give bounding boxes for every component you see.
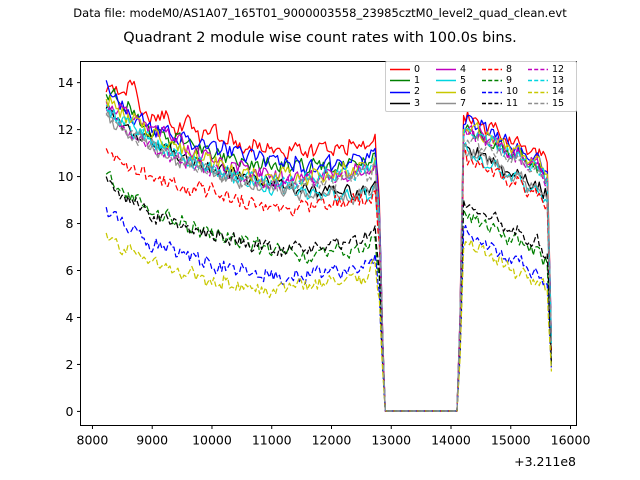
x-tick-label: 16000 [551, 433, 591, 448]
legend-line-icon [389, 99, 411, 108]
legend-label: 11 [506, 97, 519, 109]
legend-item[interactable]: 7 [435, 98, 481, 109]
x-tick-label: 12000 [312, 433, 352, 448]
legend-label: 4 [460, 63, 467, 75]
legend-item[interactable]: 8 [481, 64, 527, 75]
data-series-line [105, 171, 553, 412]
axes-frame [80, 61, 577, 426]
legend-label: 10 [506, 86, 519, 98]
legend-label: 6 [460, 86, 467, 98]
legend-item[interactable]: 1 [389, 75, 435, 86]
legend-item[interactable]: 6 [435, 87, 481, 98]
legend-line-icon [389, 76, 411, 85]
legend-line-icon [527, 99, 549, 108]
data-series-line [105, 79, 553, 412]
data-series-line [105, 108, 553, 412]
legend-line-icon [435, 88, 457, 97]
legend-label: 3 [414, 97, 421, 109]
x-tick-labels: 8000 9000 10000 11000 12000 13000 14000 15000 16… [77, 433, 591, 448]
legend-line-icon [435, 76, 457, 85]
y-tick-label: 10 [58, 169, 74, 184]
data-series-line [105, 109, 553, 412]
data-series-line [105, 176, 553, 412]
legend-line-icon [435, 99, 457, 108]
legend-label: 13 [552, 75, 565, 87]
legend-label: 0 [414, 63, 421, 75]
data-series-group [105, 79, 553, 412]
legend-item[interactable]: 0 [389, 64, 435, 75]
legend-item[interactable]: 11 [481, 98, 527, 109]
legend-line-icon [481, 88, 503, 97]
legend-label: 9 [506, 75, 513, 87]
x-tick-marks [91, 425, 572, 429]
y-tick-label: 2 [66, 357, 74, 372]
legend-line-icon [527, 65, 549, 74]
data-series-line [105, 148, 553, 412]
legend-line-icon [481, 65, 503, 74]
legend-label: 7 [460, 97, 467, 109]
y-tick-label: 8 [66, 216, 74, 231]
data-series-line [105, 80, 553, 412]
legend-item[interactable]: 2 [389, 87, 435, 98]
legend-line-icon [435, 65, 457, 74]
legend-item[interactable]: 5 [435, 75, 481, 86]
legend-line-icon [527, 88, 549, 97]
legend-label: 14 [552, 86, 565, 98]
x-tick-label: 11000 [252, 433, 292, 448]
x-tick-label: 10000 [192, 433, 232, 448]
y-tick-label: 0 [66, 404, 74, 419]
data-series-line [105, 95, 553, 412]
legend-label: 1 [414, 75, 421, 87]
legend-label: 2 [414, 86, 421, 98]
y-tick-labels: 0 2 4 6 8 10 12 14 [58, 75, 74, 419]
y-tick-label: 4 [66, 310, 74, 325]
legend-line-icon [389, 65, 411, 74]
legend[interactable]: 0 4 8 12 1 5 9 13 2 6 10 14 3 7 11 15 [385, 61, 577, 112]
x-tick-label: 15000 [491, 433, 531, 448]
legend-item[interactable]: 3 [389, 98, 435, 109]
data-series-line [105, 112, 553, 412]
plot-title: Quadrant 2 module wise count rates with … [123, 30, 517, 46]
y-tick-label: 14 [58, 75, 74, 90]
data-series-line [105, 101, 553, 412]
legend-item[interactable]: 10 [481, 87, 527, 98]
y-tick-marks [77, 82, 81, 412]
legend-label: 8 [506, 63, 513, 75]
legend-item[interactable]: 13 [527, 75, 573, 86]
x-tick-label: 8000 [77, 433, 109, 448]
legend-line-icon [527, 76, 549, 85]
x-tick-label: 14000 [431, 433, 471, 448]
legend-item[interactable]: 12 [527, 64, 573, 75]
legend-item[interactable]: 4 [435, 64, 481, 75]
legend-item[interactable]: 14 [527, 87, 573, 98]
y-tick-label: 12 [58, 122, 74, 137]
legend-grid: 0 4 8 12 1 5 9 13 2 6 10 14 3 7 11 15 [386, 62, 576, 111]
x-tick-label: 9000 [136, 433, 168, 448]
data-series-line [105, 103, 553, 412]
legend-line-icon [389, 88, 411, 97]
data-series-line [105, 206, 553, 412]
legend-label: 15 [552, 97, 565, 109]
x-axis-offset-label: +3.211e8 [514, 454, 576, 469]
y-tick-label: 6 [66, 263, 74, 278]
legend-item[interactable]: 15 [527, 98, 573, 109]
legend-line-icon [481, 99, 503, 108]
legend-label: 12 [552, 63, 565, 75]
legend-label: 5 [460, 75, 467, 87]
legend-line-icon [481, 76, 503, 85]
x-tick-label: 13000 [371, 433, 411, 448]
data-series-line [105, 232, 553, 412]
legend-item[interactable]: 9 [481, 75, 527, 86]
data-file-suptitle: Data file: modeM0/AS1A07_165T01_90000035… [73, 6, 567, 20]
